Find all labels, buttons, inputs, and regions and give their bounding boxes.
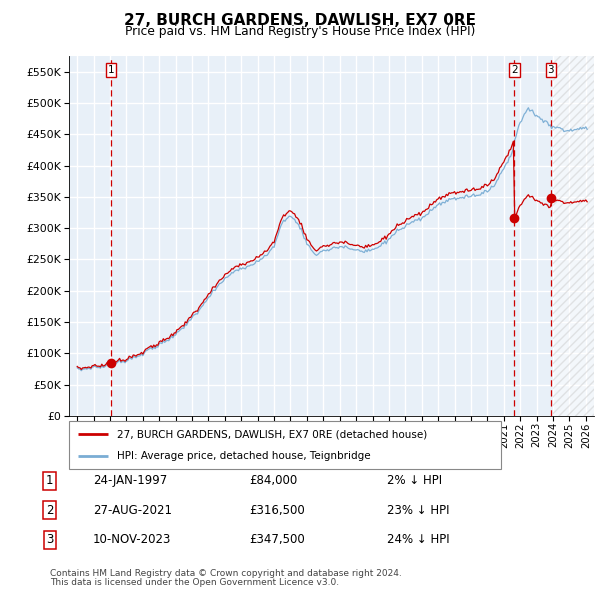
Text: Price paid vs. HM Land Registry's House Price Index (HPI): Price paid vs. HM Land Registry's House … — [125, 25, 475, 38]
Text: 3: 3 — [46, 533, 53, 546]
Text: 2: 2 — [46, 504, 53, 517]
Text: 2% ↓ HPI: 2% ↓ HPI — [387, 474, 442, 487]
Text: 2: 2 — [511, 65, 518, 75]
Text: 27, BURCH GARDENS, DAWLISH, EX7 0RE: 27, BURCH GARDENS, DAWLISH, EX7 0RE — [124, 13, 476, 28]
Text: This data is licensed under the Open Government Licence v3.0.: This data is licensed under the Open Gov… — [50, 578, 339, 588]
Text: HPI: Average price, detached house, Teignbridge: HPI: Average price, detached house, Teig… — [116, 451, 370, 461]
Text: 23% ↓ HPI: 23% ↓ HPI — [387, 504, 449, 517]
Text: £347,500: £347,500 — [249, 533, 305, 546]
Text: 1: 1 — [46, 474, 53, 487]
Text: 3: 3 — [547, 65, 554, 75]
Text: £316,500: £316,500 — [249, 504, 305, 517]
Text: 24% ↓ HPI: 24% ↓ HPI — [387, 533, 449, 546]
Text: 1: 1 — [108, 65, 115, 75]
Text: 27-AUG-2021: 27-AUG-2021 — [93, 504, 172, 517]
Text: Contains HM Land Registry data © Crown copyright and database right 2024.: Contains HM Land Registry data © Crown c… — [50, 569, 401, 578]
Text: 27, BURCH GARDENS, DAWLISH, EX7 0RE (detached house): 27, BURCH GARDENS, DAWLISH, EX7 0RE (det… — [116, 429, 427, 439]
Text: £84,000: £84,000 — [249, 474, 297, 487]
Text: 10-NOV-2023: 10-NOV-2023 — [93, 533, 172, 546]
FancyBboxPatch shape — [69, 421, 501, 469]
Text: 24-JAN-1997: 24-JAN-1997 — [93, 474, 167, 487]
